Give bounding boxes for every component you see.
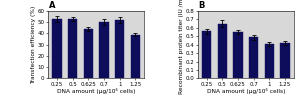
Bar	[265, 44, 274, 78]
Bar	[99, 22, 109, 78]
Bar	[280, 43, 289, 78]
Bar	[52, 19, 62, 78]
Bar	[131, 35, 140, 78]
Bar	[218, 24, 227, 78]
Bar	[233, 32, 243, 78]
X-axis label: DNA amount (μg/10⁶ cells): DNA amount (μg/10⁶ cells)	[57, 88, 136, 94]
Bar	[249, 37, 258, 78]
Text: A: A	[49, 1, 56, 10]
Text: B: B	[199, 1, 205, 10]
Bar	[84, 29, 93, 78]
Y-axis label: Recombinant protein titer (IU /ml): Recombinant protein titer (IU /ml)	[179, 0, 184, 94]
Bar	[202, 31, 211, 78]
X-axis label: DNA amount (μg/10⁶ cells): DNA amount (μg/10⁶ cells)	[206, 88, 285, 94]
Bar	[115, 20, 124, 78]
Y-axis label: Transfection efficiency (%): Transfection efficiency (%)	[31, 5, 36, 84]
Bar	[68, 19, 77, 78]
